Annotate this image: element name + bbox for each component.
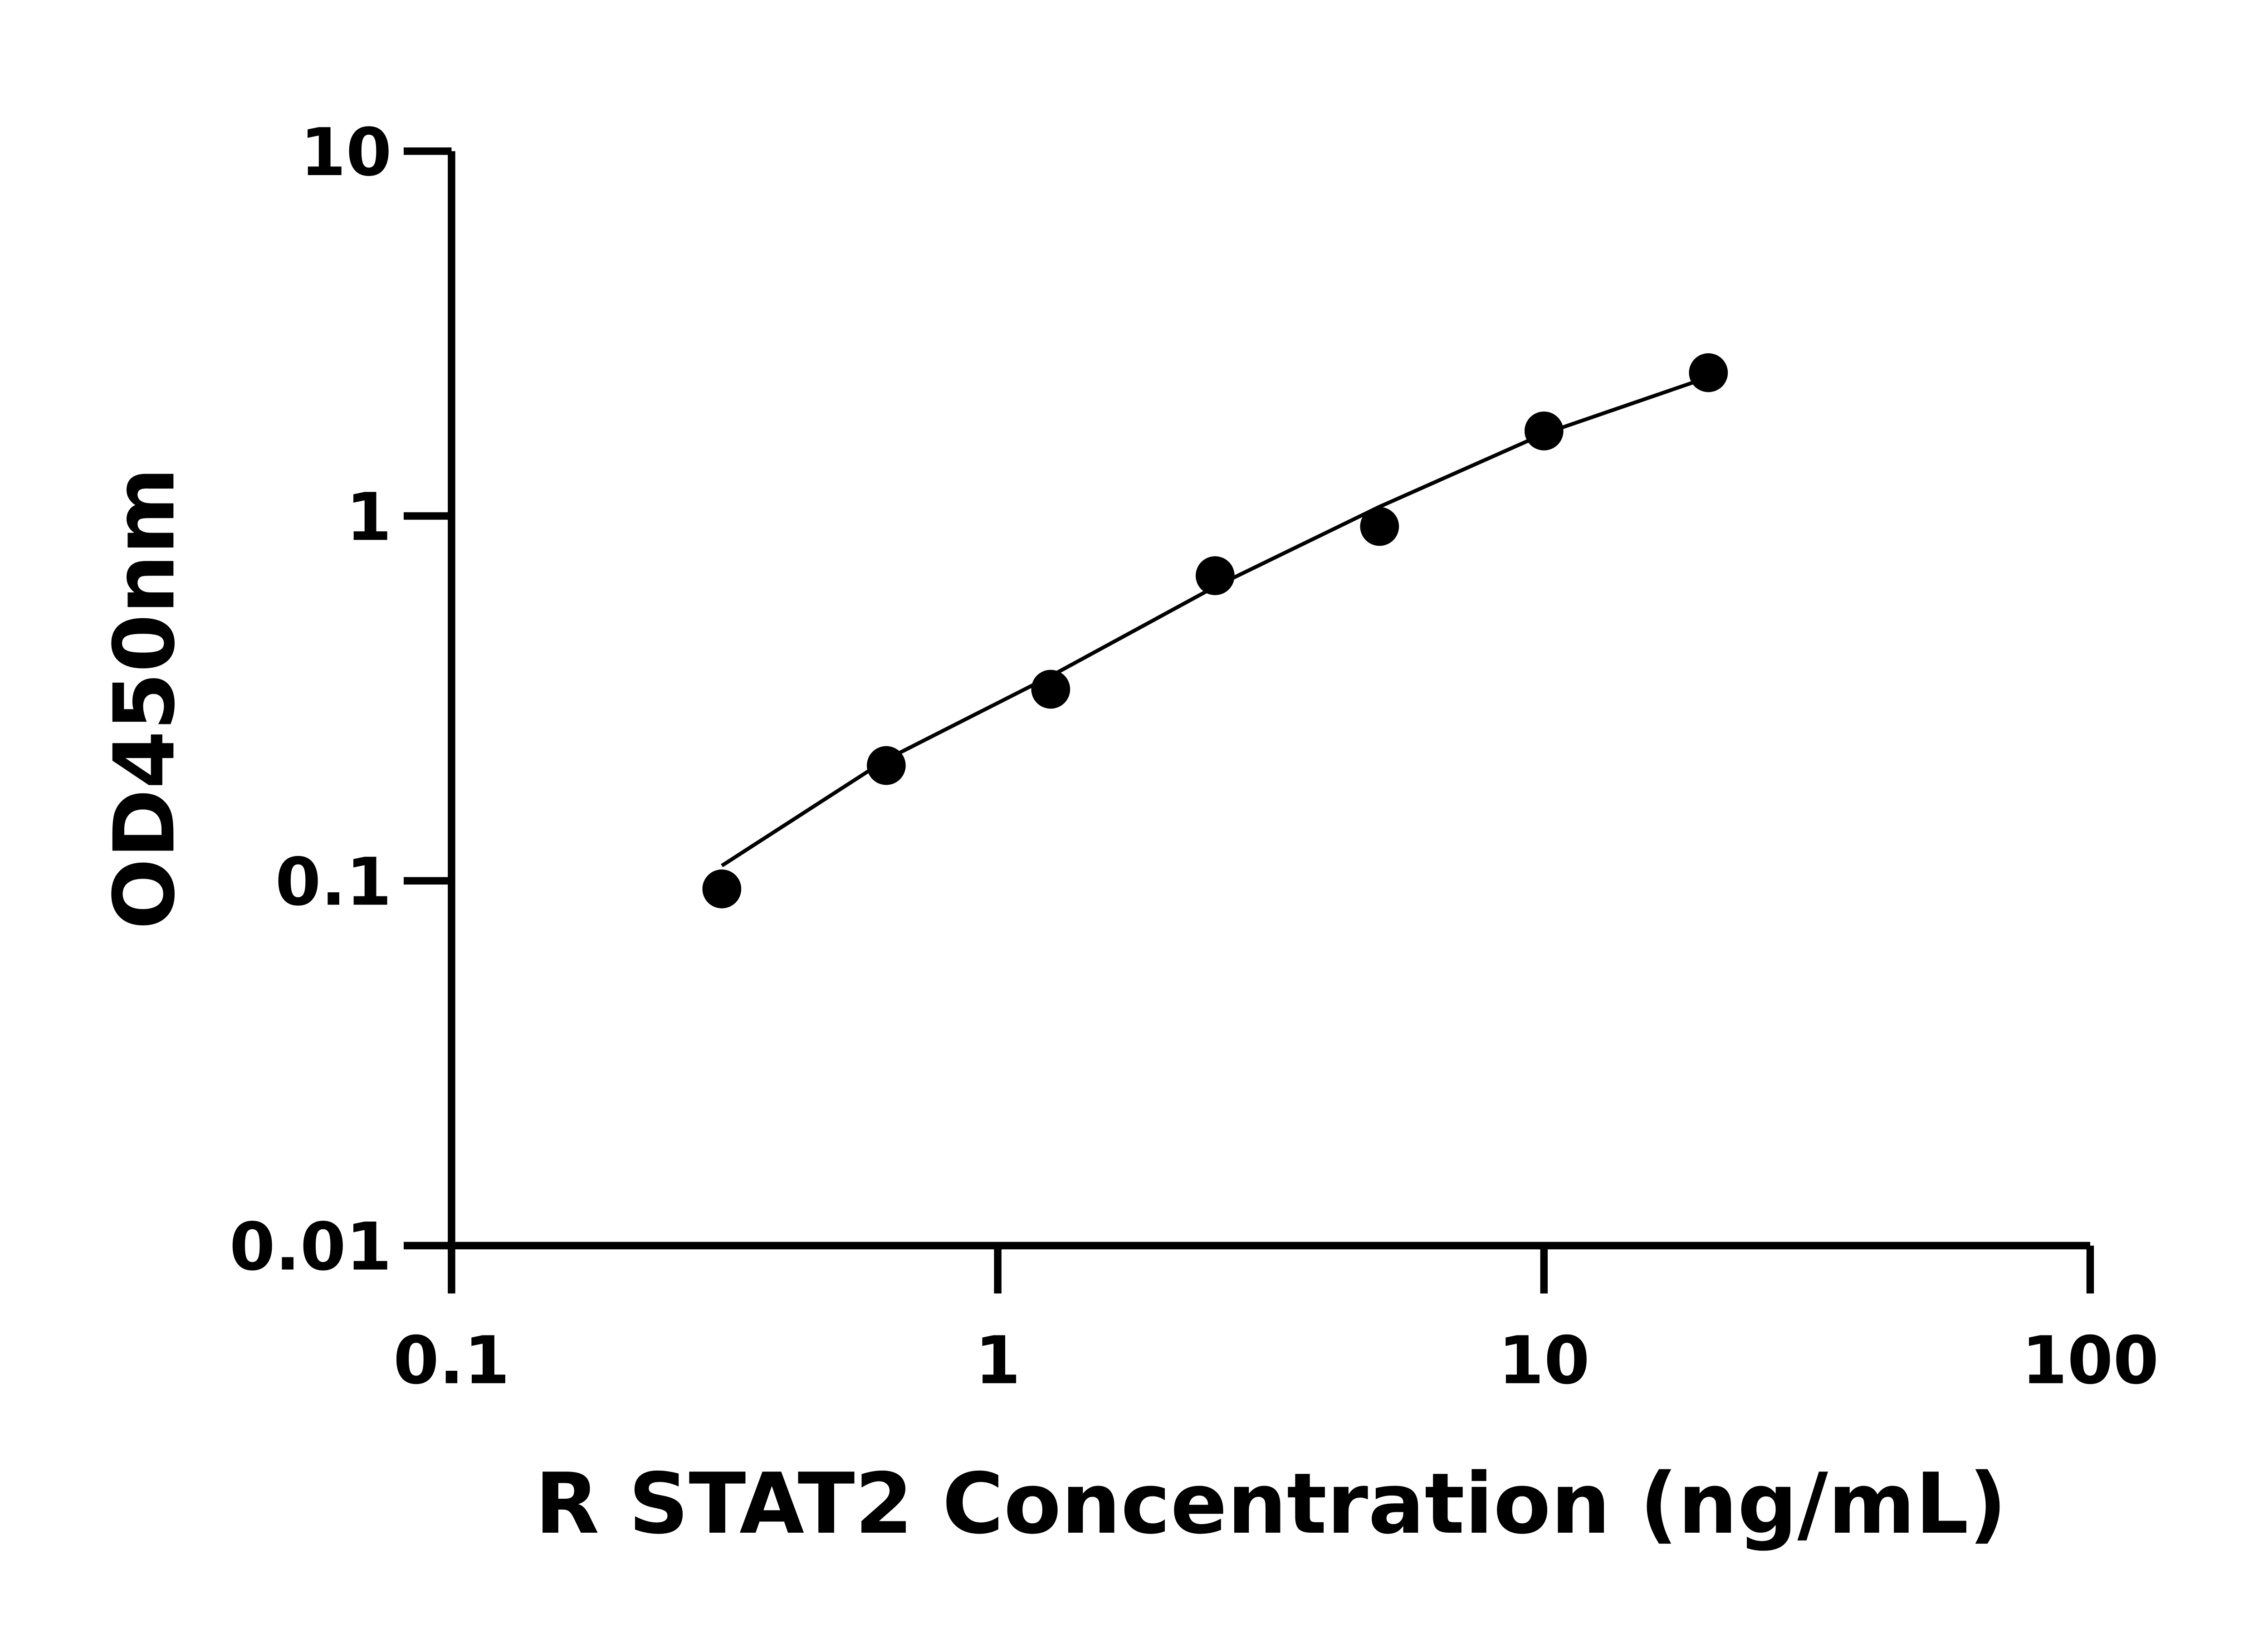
x-tick-label: 1 xyxy=(975,1322,1021,1399)
data-point xyxy=(702,869,742,909)
data-point xyxy=(1360,507,1399,546)
data-point xyxy=(1031,670,1070,709)
data-point xyxy=(1195,556,1235,595)
x-tick-label: 0.1 xyxy=(393,1322,510,1399)
x-tick-label: 10 xyxy=(1498,1322,1590,1399)
y-tick-label: 0.1 xyxy=(275,844,392,920)
fit-curve xyxy=(721,375,1709,867)
y-axis-title: OD450nm xyxy=(96,467,193,929)
x-axis-title: R STAT2 Concentration (ng/mL) xyxy=(535,1455,2007,1553)
y-tick-label: 0.01 xyxy=(230,1209,392,1286)
data-point xyxy=(1524,411,1564,450)
data-point xyxy=(1689,353,1728,392)
x-tick-label: 100 xyxy=(2022,1322,2159,1399)
data-point xyxy=(866,746,906,785)
y-tick-label: 1 xyxy=(346,479,392,556)
y-tick-label: 10 xyxy=(300,114,392,191)
